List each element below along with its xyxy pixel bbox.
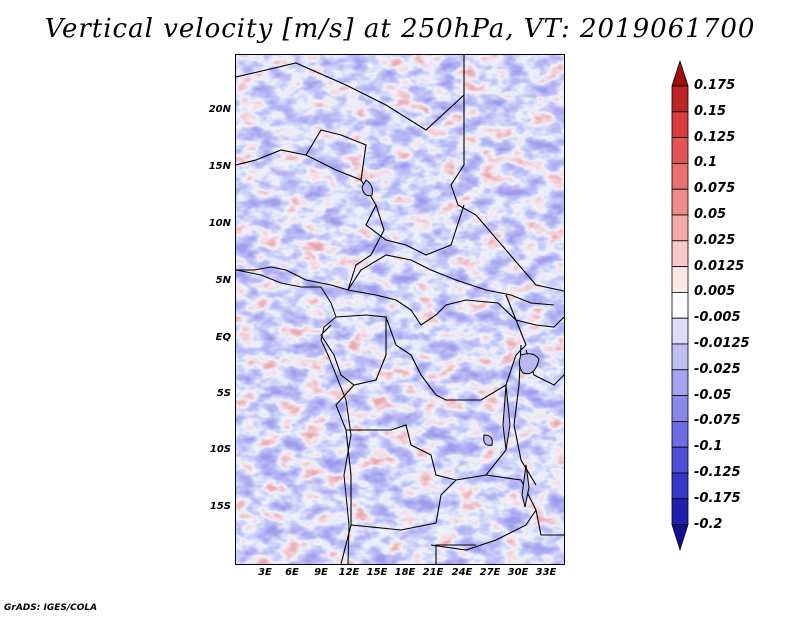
colorbar-level-label: 0.1: [694, 155, 718, 171]
colorbar-swatch: [671, 188, 689, 216]
colorbar-level-label: 0.125: [694, 129, 736, 145]
lat-label: 20N: [208, 104, 231, 115]
vertical-velocity-field: [236, 55, 564, 564]
lon-label: 18E: [394, 567, 416, 578]
map-panel: [235, 54, 565, 565]
colorbar: [671, 60, 689, 551]
lon-label: 15E: [366, 567, 388, 578]
colorbar-top-arrow: [671, 60, 689, 87]
lat-label: 15N: [208, 161, 231, 172]
colorbar-swatch: [671, 498, 689, 525]
colorbar-level-label: -0.075: [694, 413, 741, 429]
colorbar-level-label: -0.05: [694, 387, 732, 403]
colorbar-swatch: [671, 472, 689, 500]
lat-label: EQ: [215, 332, 231, 343]
colorbar-swatch: [671, 137, 689, 164]
colorbar-level-label: 0.075: [694, 181, 736, 197]
colorbar-level-label: -0.1: [694, 439, 723, 455]
lon-label: 24E: [451, 567, 473, 578]
colorbar-level-label: 0.15: [694, 103, 727, 119]
colorbar-level-label: -0.025: [694, 361, 741, 377]
lon-label: 30E: [507, 567, 529, 578]
colorbar-bottom-arrow: [671, 524, 689, 551]
lon-label: 21E: [422, 567, 444, 578]
colorbar-level-label: -0.2: [694, 516, 723, 532]
colorbar-level-label: -0.005: [694, 310, 741, 326]
colorbar-swatch: [671, 214, 689, 242]
coastline: [236, 269, 352, 564]
lon-label: 3E: [258, 567, 272, 578]
colorbar-level-label: 0.175: [694, 78, 736, 93]
colorbar-swatch: [671, 266, 689, 293]
colorbar-swatch: [671, 317, 689, 345]
lat-label: 5S: [216, 388, 231, 399]
lat-label: 15S: [209, 501, 231, 512]
colorbar-level-label: 0.025: [694, 232, 736, 248]
colorbar-level-label: -0.0125: [694, 336, 750, 351]
colorbar-swatch: [671, 291, 689, 319]
colorbar-level-label: 0.005: [694, 284, 736, 300]
lon-label: 6E: [285, 567, 299, 578]
colorbar-swatch: [671, 111, 689, 138]
colorbar-level-label: -0.125: [694, 465, 741, 480]
lakes: [361, 179, 540, 508]
lon-label: 27E: [479, 567, 501, 578]
colorbar-swatch: [671, 446, 689, 474]
colorbar-level-label: -0.175: [694, 490, 741, 506]
colorbar-swatch: [671, 85, 689, 113]
credit-text: GrADS: IGES/COLA: [4, 603, 98, 613]
colorbar-swatch: [671, 240, 689, 268]
lon-label: 12E: [338, 567, 360, 578]
colorbar-swatch: [671, 420, 689, 448]
country-boundaries: [236, 55, 564, 564]
colorbar-swatch: [671, 369, 689, 396]
chart-title: Vertical velocity [m/s] at 250hPa, VT: 2…: [44, 14, 756, 44]
colorbar-swatch: [671, 163, 689, 190]
colorbar-swatch: [671, 343, 689, 371]
lon-label: 33E: [535, 567, 557, 578]
colorbar-swatch: [671, 395, 689, 422]
colorbar-level-label: 0.05: [694, 207, 727, 222]
colorbar-level-label: 0.0125: [694, 258, 745, 274]
lon-label: 9E: [314, 567, 328, 578]
lat-label: 5N: [215, 275, 231, 286]
lat-label: 10N: [208, 218, 231, 229]
lat-label: 10S: [209, 444, 231, 455]
